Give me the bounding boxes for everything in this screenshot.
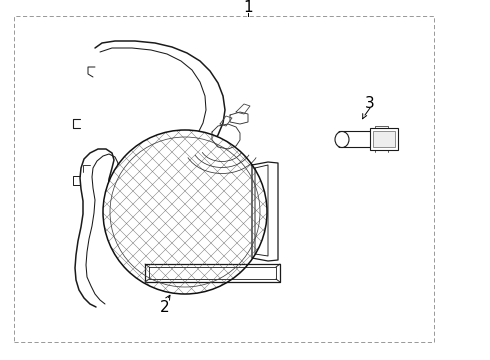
Text: 1: 1 [243,0,253,15]
Bar [14,16,434,342]
Ellipse shape [335,131,349,148]
Bar [370,128,398,150]
FancyBboxPatch shape [339,131,373,148]
Text: 3: 3 [365,95,375,111]
Bar [373,131,395,147]
Circle shape [103,130,267,294]
Text: 2: 2 [160,300,170,315]
